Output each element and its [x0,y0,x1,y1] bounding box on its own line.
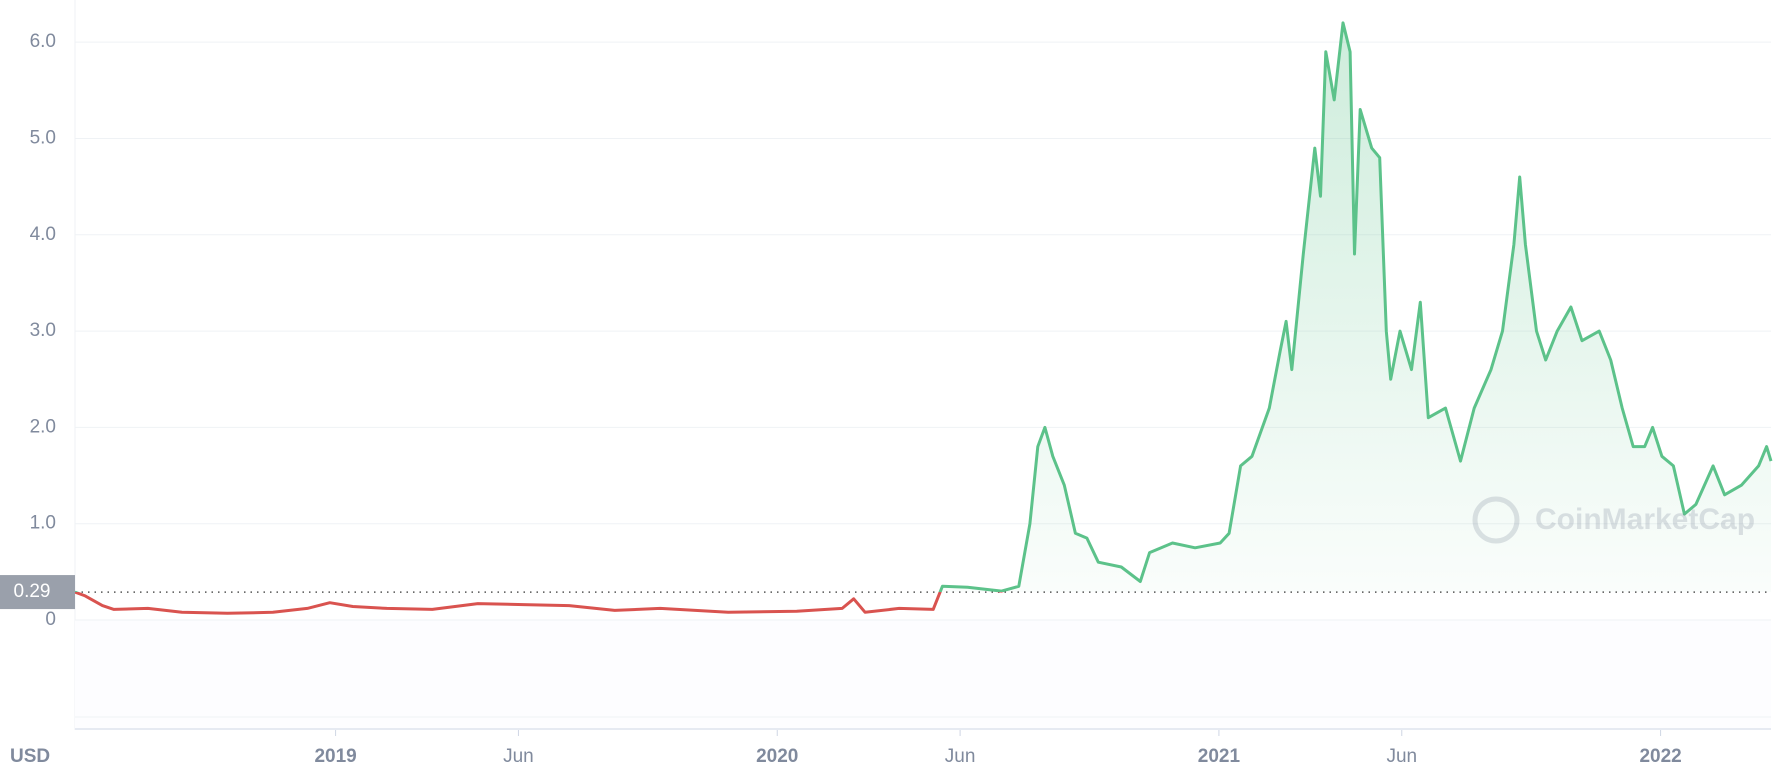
x-tick-label: 2019 [314,746,356,767]
watermark-text: CoinMarketCap [1535,503,1755,536]
watermark: CoinMarketCap [1472,496,1755,544]
y-tick-label: 6.0 [30,31,56,52]
x-tick-label: 2021 [1198,746,1241,767]
x-tick-label: Jun [945,746,976,767]
y-tick-label: 1.0 [30,513,56,534]
y-tick-label: 3.0 [30,320,56,341]
baseline-label-box [0,575,75,610]
baseline-label: 0.29 [14,581,51,602]
x-tick-label: Jun [1386,746,1417,767]
volume-area [75,620,1771,730]
x-tick-label: Jun [503,746,534,767]
x-tick-label: 2020 [756,746,798,767]
y-tick-label: 2.0 [30,416,56,437]
y-tick-label: 0 [45,609,56,630]
price-area [75,22,1771,593]
watermark-logo [1472,496,1520,544]
y-tick-label: 4.0 [30,224,56,245]
y-tick-label: 5.0 [30,127,56,148]
price-line [74,21,1773,615]
x-tick-label: 2022 [1639,746,1681,767]
currency-label: USD [10,746,50,767]
